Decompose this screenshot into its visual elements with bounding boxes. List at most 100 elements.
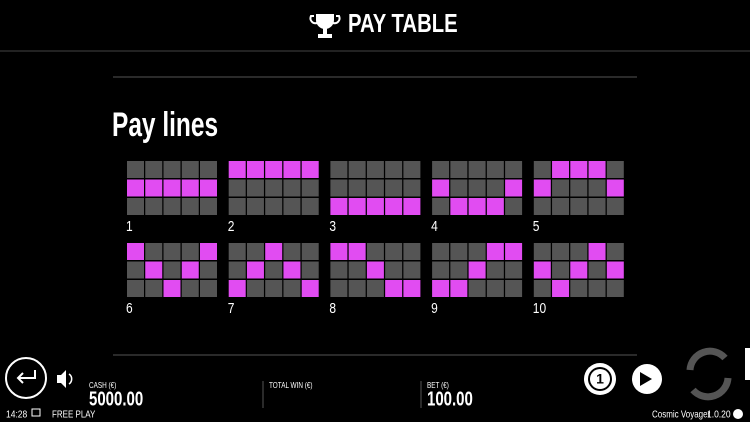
payline-cell	[606, 243, 624, 260]
payline-cell-active	[570, 261, 588, 279]
payline-cell	[588, 261, 606, 279]
payline-cell	[366, 179, 384, 197]
payline-cell	[486, 161, 504, 178]
payline-cell-active	[283, 261, 301, 279]
payline-cell	[505, 198, 523, 215]
payline-cell-active	[181, 261, 199, 279]
payline-cell	[552, 179, 570, 197]
payline-cell	[330, 161, 348, 178]
payline-cell	[246, 179, 264, 197]
payline-cell-active	[348, 198, 366, 215]
back-button[interactable]	[5, 357, 47, 399]
payline-cell	[330, 261, 348, 279]
spin-button[interactable]	[686, 347, 732, 401]
payline-cell	[127, 161, 144, 178]
payline-cell	[200, 280, 217, 297]
payline-cell-active	[265, 161, 283, 178]
clock: 14:28	[6, 409, 27, 420]
payline-cell-active	[366, 198, 384, 215]
payline-cell	[301, 179, 319, 197]
payline-cell	[468, 280, 486, 297]
cash-value: 5000.00	[89, 387, 143, 410]
payline-cell	[403, 179, 421, 197]
payline-cell	[570, 179, 588, 197]
payline-cell	[283, 243, 301, 260]
payline-cell	[265, 179, 283, 197]
payline-cell	[533, 243, 551, 260]
payline-cell	[163, 261, 181, 279]
payline-cell	[468, 161, 486, 178]
payline-cell	[228, 261, 246, 279]
payline-cell	[385, 261, 403, 279]
payline-cell-active	[127, 179, 144, 197]
payline-cell	[348, 179, 366, 197]
payline-cell	[385, 161, 403, 178]
payline-cell	[301, 198, 319, 215]
payline-cell	[403, 243, 421, 260]
payline-cell	[588, 280, 606, 297]
payline-cell-active	[163, 280, 181, 297]
version: 1.0.20	[707, 409, 731, 420]
payline-cell	[181, 280, 199, 297]
payline-cell-active	[200, 179, 217, 197]
payline-cell-active	[330, 198, 348, 215]
payline-number: 2	[228, 218, 235, 235]
payline-cell	[432, 198, 450, 215]
payline-cell	[348, 280, 366, 297]
payline-cell	[246, 198, 264, 215]
payline-cell-active	[552, 161, 570, 178]
payline-cell-active	[468, 261, 486, 279]
payline-cell	[145, 280, 163, 297]
payline-cell	[301, 243, 319, 260]
payline-cell-active	[403, 280, 421, 297]
payline-cell-active	[606, 261, 624, 279]
payline-cell	[552, 243, 570, 260]
payline-cell	[283, 198, 301, 215]
payline-number: 7	[228, 300, 235, 317]
coin-button[interactable]: 1	[584, 363, 616, 395]
game-name: Cosmic Voyager	[652, 409, 710, 420]
menu-icon[interactable]	[31, 408, 41, 417]
payline-cell	[246, 280, 264, 297]
payline-cell	[606, 198, 624, 215]
payline-cell-active	[505, 243, 523, 260]
payline-cell	[588, 179, 606, 197]
payline-cell	[127, 198, 144, 215]
payline-cell-active	[450, 198, 468, 215]
payline-cell-active	[366, 261, 384, 279]
payline-cell-active	[486, 198, 504, 215]
payline-cell-active	[533, 261, 551, 279]
payline-cell-active	[450, 280, 468, 297]
sound-button[interactable]	[57, 370, 73, 388]
payline-cell	[450, 261, 468, 279]
payline-cell	[486, 280, 504, 297]
payline-number: 8	[329, 300, 336, 317]
payline-cell	[127, 280, 144, 297]
payline-cell-active	[348, 243, 366, 260]
payline-cell-active	[181, 179, 199, 197]
svg-text:1: 1	[596, 371, 604, 387]
payline-cell-active	[432, 280, 450, 297]
payline-cell-active	[246, 261, 264, 279]
payline-cell	[246, 243, 264, 260]
side-tab[interactable]	[745, 348, 750, 380]
payline-cell	[228, 243, 246, 260]
autoplay-button[interactable]	[632, 364, 662, 394]
payline-cell	[468, 179, 486, 197]
bet-value: 100.00	[427, 387, 473, 410]
payline-cell-active	[228, 280, 246, 297]
trophy-icon	[309, 14, 341, 38]
payline-cell	[366, 243, 384, 260]
info-icon[interactable]	[733, 409, 743, 419]
payline-cell	[265, 261, 283, 279]
payline-cell	[200, 161, 217, 178]
payline-cell	[330, 179, 348, 197]
payline-number: 5	[533, 218, 540, 235]
payline-cell	[450, 243, 468, 260]
payline-cell	[200, 261, 217, 279]
bet-label: BET (€)	[427, 380, 449, 390]
payline-cell	[570, 198, 588, 215]
payline-cell	[533, 280, 551, 297]
payline-cell	[366, 161, 384, 178]
payline-cell-active	[468, 198, 486, 215]
